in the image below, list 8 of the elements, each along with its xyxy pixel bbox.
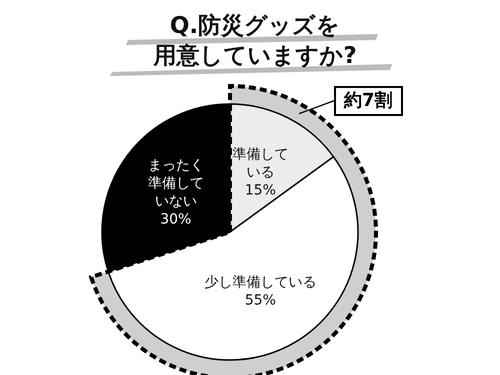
data-label: 30% [160,212,192,228]
data-label: 15% [244,182,276,198]
slice-label: 準備している [232,146,288,180]
chart-title: Q.防災グッズを用意していますか? [152,13,357,69]
text: 約7割 [334,86,403,116]
slice-label: まったく準備していない [148,158,204,210]
slice-label: 少し準備している [204,274,316,291]
data-label: 55% [244,292,276,309]
